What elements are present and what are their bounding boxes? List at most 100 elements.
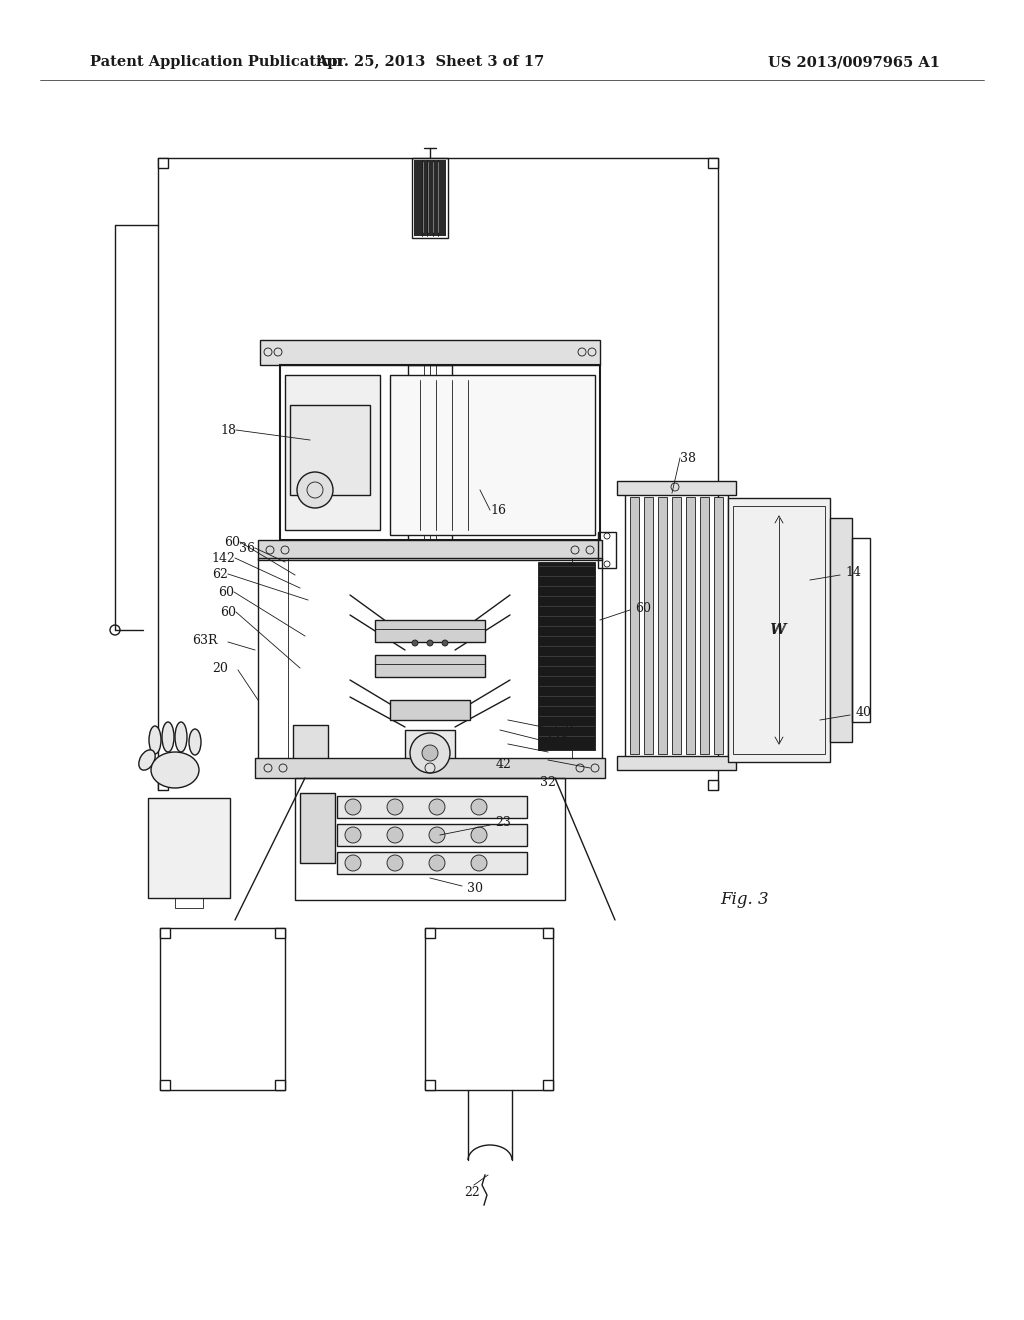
Ellipse shape <box>175 722 187 752</box>
Bar <box>543 928 553 939</box>
Bar <box>625 492 728 758</box>
Ellipse shape <box>139 750 156 770</box>
Text: 62: 62 <box>212 568 228 581</box>
Text: 63L: 63L <box>553 723 578 737</box>
Circle shape <box>297 473 333 508</box>
Circle shape <box>422 744 438 762</box>
Circle shape <box>471 799 487 814</box>
Bar <box>300 793 335 863</box>
Bar <box>293 725 328 775</box>
Circle shape <box>429 828 445 843</box>
Bar <box>617 756 736 770</box>
Bar <box>412 158 449 238</box>
Ellipse shape <box>151 752 199 788</box>
Text: 22: 22 <box>464 1187 480 1200</box>
Bar <box>337 824 527 846</box>
Bar <box>830 517 852 742</box>
Ellipse shape <box>162 722 174 752</box>
Text: 60: 60 <box>635 602 651 615</box>
Bar <box>280 366 600 540</box>
Bar <box>158 158 168 168</box>
Text: 42: 42 <box>496 758 512 771</box>
Bar <box>543 1080 553 1090</box>
Circle shape <box>387 828 403 843</box>
Bar <box>425 1080 435 1090</box>
Text: W: W <box>770 623 785 638</box>
Circle shape <box>429 855 445 871</box>
Circle shape <box>442 640 449 645</box>
Bar <box>852 539 870 722</box>
Bar <box>337 851 527 874</box>
Circle shape <box>345 828 361 843</box>
Bar <box>258 558 602 760</box>
Bar <box>375 655 485 677</box>
Text: W: W <box>771 623 786 638</box>
Text: 40: 40 <box>856 706 872 719</box>
Bar <box>598 532 616 568</box>
Bar <box>375 620 485 642</box>
Bar <box>160 1080 170 1090</box>
Text: 60: 60 <box>218 586 234 598</box>
Bar <box>148 799 230 898</box>
Text: Patent Application Publication: Patent Application Publication <box>90 55 342 69</box>
Bar <box>175 898 203 908</box>
Bar <box>686 498 695 754</box>
Bar <box>538 562 595 750</box>
Text: 16: 16 <box>490 503 506 516</box>
Bar <box>390 700 470 719</box>
Text: 14: 14 <box>845 566 861 579</box>
Text: 18: 18 <box>220 424 236 437</box>
Bar <box>617 480 736 495</box>
Bar <box>290 405 370 495</box>
Circle shape <box>387 799 403 814</box>
Bar <box>258 540 602 560</box>
Bar <box>708 158 718 168</box>
Bar <box>337 796 527 818</box>
Text: Fig. 3: Fig. 3 <box>721 891 769 908</box>
Bar <box>700 498 709 754</box>
Text: 142: 142 <box>545 735 569 748</box>
Text: 142: 142 <box>211 552 234 565</box>
Bar <box>572 558 602 760</box>
Bar <box>406 730 455 775</box>
Bar <box>255 758 605 777</box>
Bar <box>158 780 168 789</box>
Circle shape <box>471 828 487 843</box>
Text: 23: 23 <box>495 817 511 829</box>
Ellipse shape <box>189 729 201 755</box>
Bar <box>728 498 830 762</box>
Circle shape <box>410 733 450 774</box>
Bar <box>258 558 288 760</box>
Text: 32: 32 <box>540 776 556 788</box>
Bar <box>630 498 639 754</box>
Bar <box>425 928 553 1090</box>
Bar <box>708 780 718 789</box>
Bar <box>160 928 285 1090</box>
Text: 20: 20 <box>212 661 228 675</box>
Bar <box>275 1080 285 1090</box>
Ellipse shape <box>150 726 161 754</box>
Circle shape <box>345 855 361 871</box>
Text: Apr. 25, 2013  Sheet 3 of 17: Apr. 25, 2013 Sheet 3 of 17 <box>315 55 544 69</box>
Circle shape <box>412 640 418 645</box>
Bar <box>714 498 723 754</box>
Text: 30: 30 <box>467 882 483 895</box>
Text: 36: 36 <box>239 541 255 554</box>
Text: US 2013/0097965 A1: US 2013/0097965 A1 <box>768 55 940 69</box>
Bar <box>285 375 380 531</box>
Bar <box>425 928 435 939</box>
Bar <box>408 366 452 540</box>
Bar <box>275 928 285 939</box>
Bar <box>658 498 667 754</box>
Bar <box>390 375 595 535</box>
Text: 60: 60 <box>224 536 240 549</box>
Bar <box>414 160 446 236</box>
Bar <box>160 928 170 939</box>
Circle shape <box>429 799 445 814</box>
Text: 60: 60 <box>220 606 236 619</box>
Bar <box>672 498 681 754</box>
Circle shape <box>471 855 487 871</box>
Bar <box>295 777 565 900</box>
Bar <box>733 506 825 754</box>
Circle shape <box>387 855 403 871</box>
